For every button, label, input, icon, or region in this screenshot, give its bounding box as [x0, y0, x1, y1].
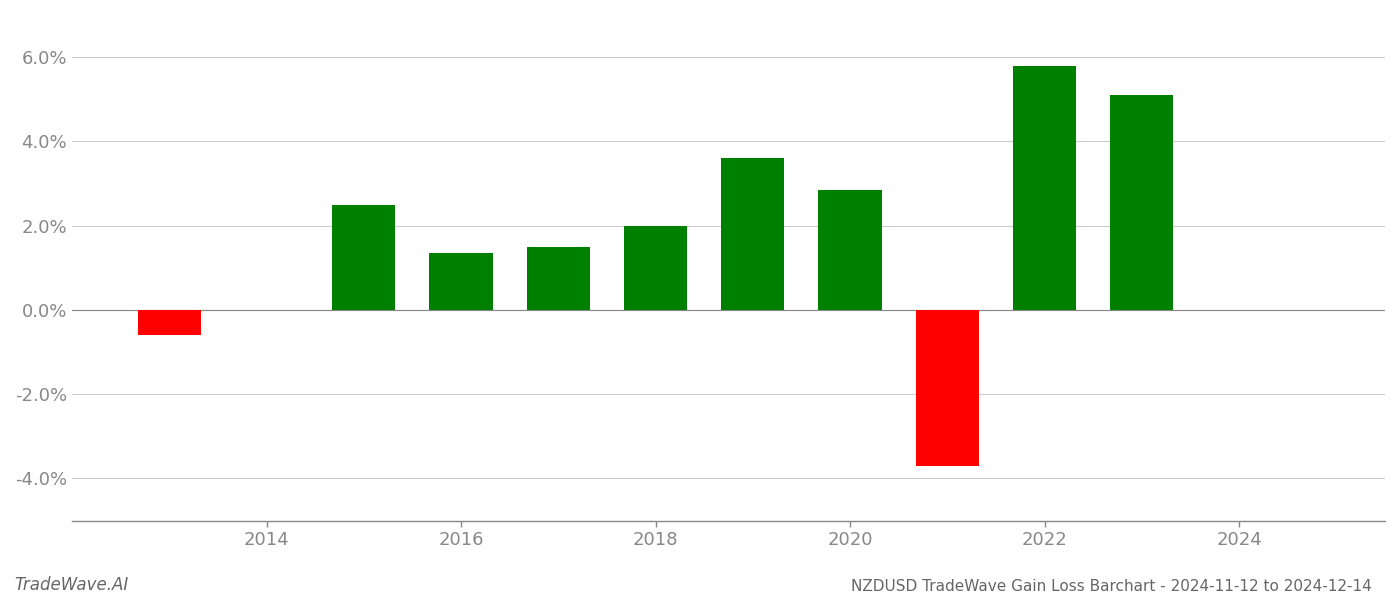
Bar	[332, 205, 395, 310]
Bar	[721, 158, 784, 310]
Bar	[624, 226, 687, 310]
Text: TradeWave.AI: TradeWave.AI	[14, 576, 129, 594]
Bar	[1110, 95, 1173, 310]
Bar	[819, 190, 882, 310]
Bar	[526, 247, 589, 310]
Text: NZDUSD TradeWave Gain Loss Barchart - 2024-11-12 to 2024-12-14: NZDUSD TradeWave Gain Loss Barchart - 20…	[851, 579, 1372, 594]
Bar	[916, 310, 979, 466]
Bar	[430, 253, 493, 310]
Bar	[1014, 65, 1077, 310]
Bar	[137, 310, 200, 335]
